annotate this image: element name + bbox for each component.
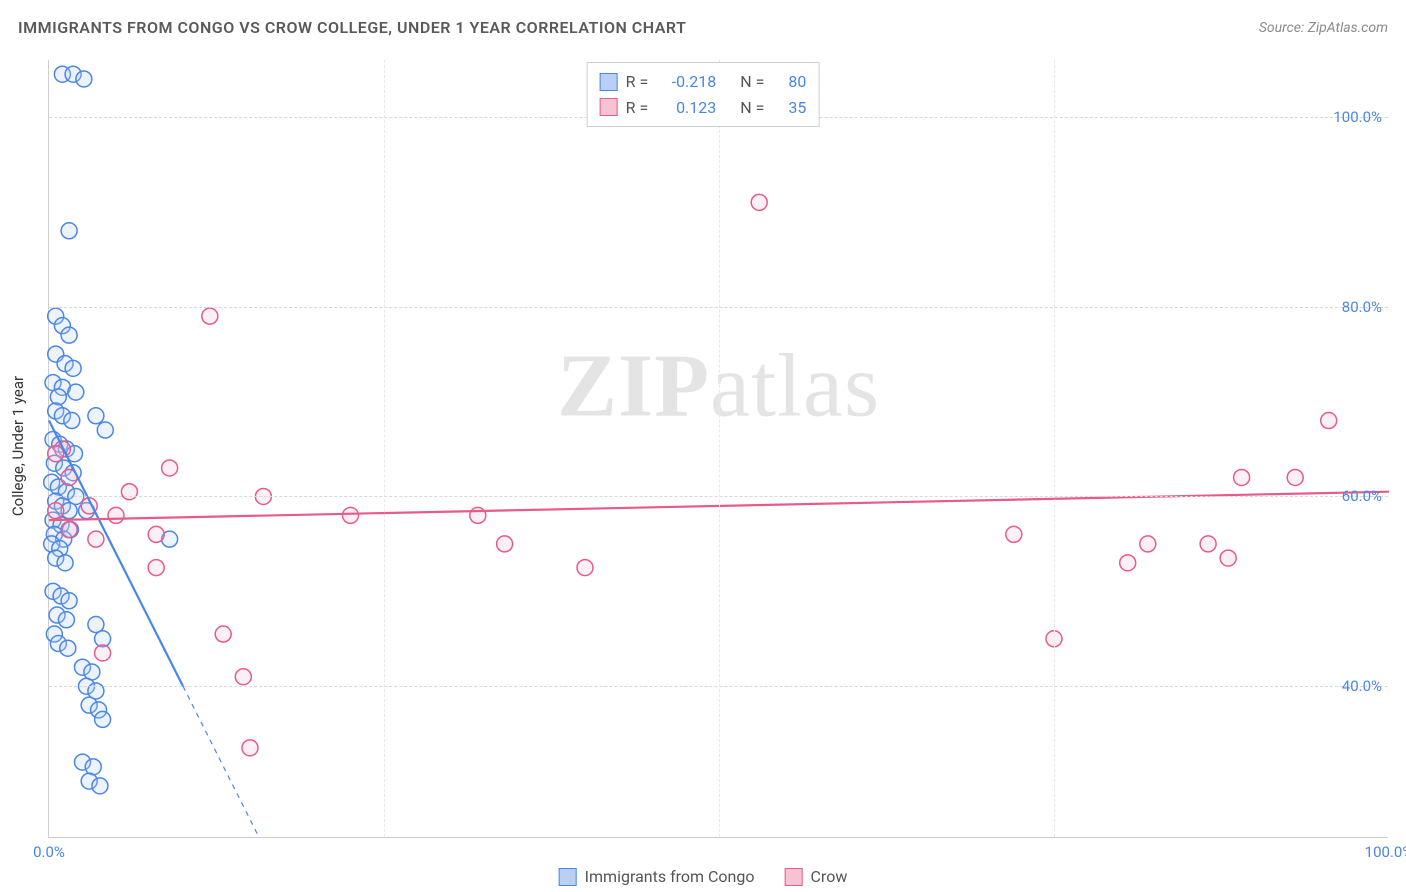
- gridline-vertical: [1054, 60, 1055, 837]
- y-tick-label: 40.0%: [1342, 677, 1382, 695]
- data-point: [61, 593, 77, 609]
- data-point: [61, 327, 77, 343]
- y-tick-label: 60.0%: [1342, 487, 1382, 505]
- data-point: [202, 308, 218, 324]
- source-name: ZipAtlas.com: [1308, 20, 1388, 36]
- data-point: [57, 555, 73, 571]
- data-point: [215, 626, 231, 642]
- legend-series-item: Immigrants from Congo: [559, 867, 755, 886]
- data-point: [97, 422, 113, 438]
- data-point: [60, 640, 76, 656]
- data-point: [577, 560, 593, 576]
- data-point: [1321, 413, 1337, 429]
- data-point: [92, 778, 108, 794]
- data-point: [61, 522, 77, 538]
- x-tick-label: 0.0%: [33, 843, 65, 861]
- data-point: [497, 536, 513, 552]
- data-point: [64, 413, 80, 429]
- legend-r-label: R =: [626, 69, 649, 95]
- data-point: [148, 526, 164, 542]
- source-attribution: Source: ZipAtlas.com: [1259, 20, 1388, 36]
- data-point: [48, 503, 64, 519]
- data-point: [85, 759, 101, 775]
- data-point: [235, 669, 251, 685]
- gridline-vertical: [719, 60, 720, 837]
- data-point: [108, 507, 124, 523]
- source-prefix: Source:: [1259, 20, 1308, 36]
- legend-swatch: [600, 73, 618, 91]
- data-point: [68, 384, 84, 400]
- y-tick-label: 100.0%: [1333, 108, 1382, 126]
- legend-swatch: [559, 868, 577, 886]
- legend-swatch: [600, 98, 618, 116]
- legend-series-label: Crow: [811, 867, 848, 886]
- data-point: [58, 612, 74, 628]
- legend-r-label: R =: [626, 95, 649, 121]
- data-point: [61, 223, 77, 239]
- data-point: [242, 740, 258, 756]
- data-point: [48, 446, 64, 462]
- legend-n-label: N =: [740, 69, 764, 95]
- trend-line-extension: [183, 686, 259, 838]
- legend-r-value: 0.123: [656, 95, 716, 121]
- data-point: [65, 360, 81, 376]
- legend-correlation: R = -0.218 N = 80 R = 0.123 N = 35: [587, 62, 820, 127]
- data-point: [148, 560, 164, 576]
- plot-area: ZIPatlas 40.0%60.0%80.0%100.0%0.0%100.0%: [48, 60, 1388, 838]
- data-point: [95, 711, 111, 727]
- data-point: [343, 507, 359, 523]
- legend-series-item: Crow: [785, 867, 848, 886]
- legend-row: R = -0.218 N = 80: [600, 69, 807, 95]
- legend-n-label: N =: [740, 95, 764, 121]
- legend-row: R = 0.123 N = 35: [600, 95, 807, 121]
- legend-n-value: 80: [772, 69, 806, 95]
- data-point: [1220, 550, 1236, 566]
- data-point: [50, 389, 66, 405]
- data-point: [751, 194, 767, 210]
- legend-series-label: Immigrants from Congo: [585, 867, 755, 886]
- chart-title: IMMIGRANTS FROM CONGO VS CROW COLLEGE, U…: [18, 18, 686, 37]
- data-point: [1200, 536, 1216, 552]
- data-point: [1006, 526, 1022, 542]
- data-point: [1287, 469, 1303, 485]
- data-point: [95, 645, 111, 661]
- data-point: [76, 71, 92, 87]
- data-point: [88, 408, 104, 424]
- data-point: [162, 460, 178, 476]
- gridline-vertical: [384, 60, 385, 837]
- data-point: [1120, 555, 1136, 571]
- y-axis-label: College, Under 1 year: [9, 376, 27, 516]
- data-point: [88, 531, 104, 547]
- data-point: [470, 507, 486, 523]
- legend-r-value: -0.218: [656, 69, 716, 95]
- y-tick-label: 80.0%: [1342, 298, 1382, 316]
- data-point: [1234, 469, 1250, 485]
- data-point: [1140, 536, 1156, 552]
- legend-series: Immigrants from Congo Crow: [559, 867, 848, 886]
- legend-n-value: 35: [772, 95, 806, 121]
- x-tick-label: 100.0%: [1365, 843, 1406, 861]
- legend-swatch: [785, 868, 803, 886]
